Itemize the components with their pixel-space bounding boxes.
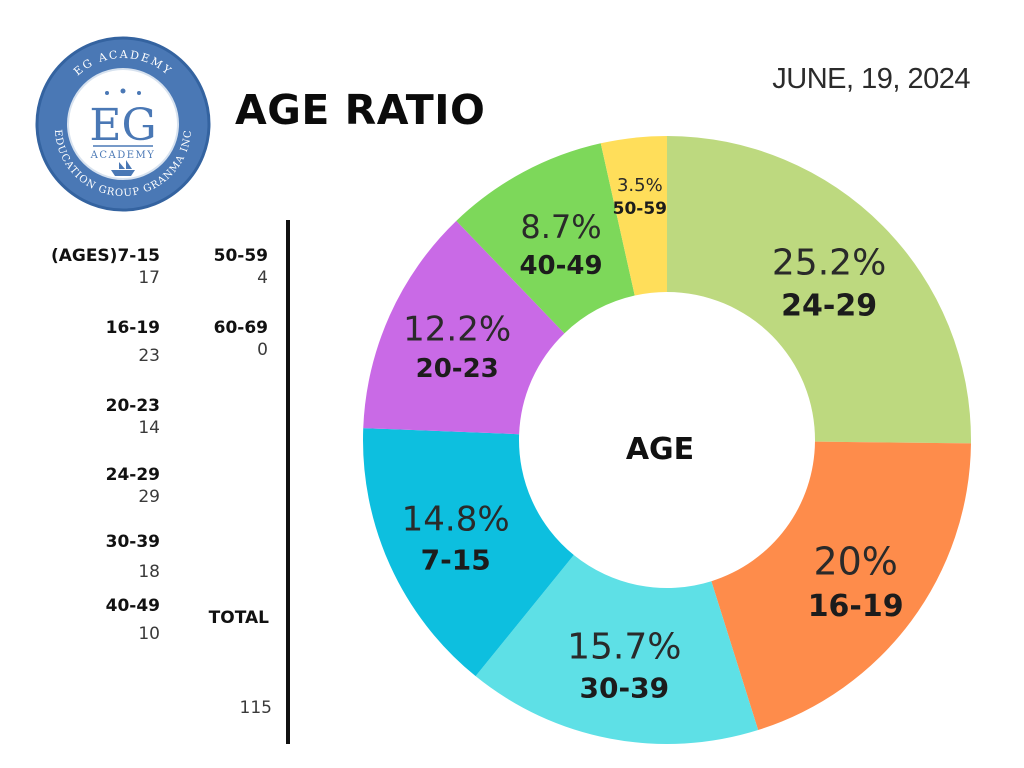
table-entry: (AGES)7-15 17 <box>0 245 160 289</box>
age-group-count: 18 <box>138 562 160 582</box>
total-label: TOTAL <box>208 608 269 628</box>
age-group-label: 50-59 <box>213 246 268 266</box>
table-entry: 16-19 23 <box>0 317 160 367</box>
age-group-label: 30-39 <box>105 532 160 552</box>
age-group-count: 29 <box>138 487 160 507</box>
page-title: AGE RATIO <box>235 86 486 134</box>
donut-slice-30-39 <box>475 554 759 745</box>
age-group-label: 16-19 <box>105 318 160 338</box>
slice-category-label: 40-49 <box>519 251 602 281</box>
age-group-count: 4 <box>257 268 268 288</box>
table-entry: 30-39 18 <box>0 531 160 583</box>
slice-percent-label: 15.7% <box>567 627 681 668</box>
donut-slice-20-23 <box>363 220 565 435</box>
total-value: 115 <box>239 698 272 718</box>
age-group-label: 40-49 <box>105 596 160 616</box>
age-group-count: 14 <box>138 418 160 438</box>
slice-percent-label: 25.2% <box>772 242 886 283</box>
ship-icon <box>111 160 135 176</box>
slice-category-label: 50-59 <box>613 199 667 219</box>
eg-academy-logo: EG ACADEMY EDUCATION GROUP GRANMA INC EG… <box>35 36 211 212</box>
slice-category-label: 20-23 <box>416 354 499 384</box>
table-entry: 24-29 29 <box>0 464 160 508</box>
donut-slice-50-59 <box>600 136 667 296</box>
donut-center-label: AGE <box>625 432 695 467</box>
table-entry: 50-59 4 <box>108 245 268 289</box>
age-group-label: 60-69 <box>213 318 268 338</box>
table-entry: 20-23 14 <box>0 395 160 439</box>
donut-slice-16-19 <box>711 441 971 731</box>
donut-slice-7-15 <box>363 428 574 677</box>
slice-category-label: 16-19 <box>808 589 904 624</box>
ornament-icon <box>105 88 141 95</box>
donut-slice-40-49 <box>456 143 635 334</box>
age-group-label: 24-29 <box>105 465 160 485</box>
slice-percent-label: 12.2% <box>403 310 511 350</box>
slice-category-label: 24-29 <box>781 289 877 324</box>
slice-category-label: 30-39 <box>580 672 670 705</box>
table-entry: 60-69 0 <box>108 317 268 361</box>
table-divider <box>286 220 290 744</box>
slice-percent-label: 14.8% <box>402 500 510 540</box>
age-group-count: 23 <box>138 346 160 366</box>
logo-inner <box>67 68 179 180</box>
age-group-count: 17 <box>138 268 160 288</box>
table-entry: 40-49 10 <box>0 595 160 645</box>
donut-slice-24-29 <box>667 136 971 444</box>
slice-percent-label: 3.5% <box>617 175 663 196</box>
age-group-count: 0 <box>257 340 268 360</box>
slice-category-label: 7-15 <box>421 543 491 576</box>
report-date: JUNE, 19, 2024 <box>772 63 970 95</box>
logo-subtitle: ACADEMY <box>90 150 156 161</box>
slice-percent-label: 8.7% <box>520 208 601 246</box>
logo-monogram: EG <box>89 100 156 151</box>
age-group-count: 10 <box>138 624 160 644</box>
slice-percent-label: 20% <box>813 539 897 583</box>
age-group-label: (AGES)7-15 <box>50 246 160 266</box>
age-group-label: 20-23 <box>105 396 160 416</box>
